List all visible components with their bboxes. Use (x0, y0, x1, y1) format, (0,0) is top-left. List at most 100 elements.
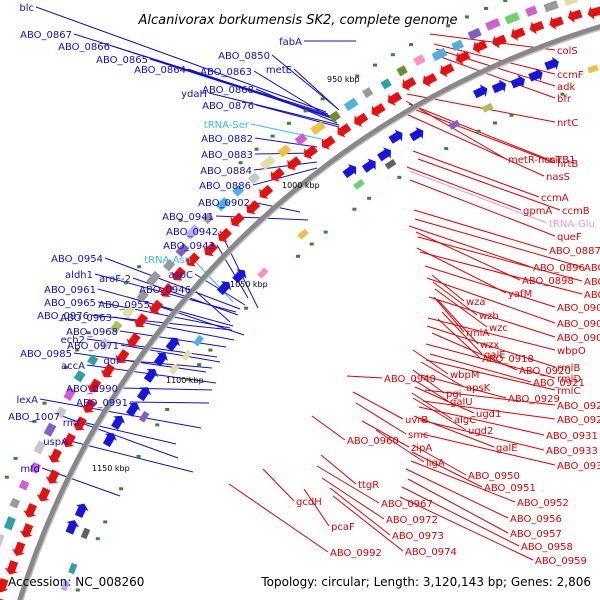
genome-backbone (17, 24, 600, 600)
gene-label-right: ABO_0956 (510, 514, 562, 525)
leader-line (429, 353, 532, 383)
feature-dot (98, 314, 103, 318)
leader-line (427, 317, 556, 351)
feature-dot (186, 377, 191, 381)
leader-line (361, 420, 410, 448)
gene-label-left: aspC (168, 270, 193, 281)
gene-label-left: tRNA-Ser (204, 120, 250, 131)
leader-line (346, 375, 383, 379)
gene-label-left: aldh1 (65, 270, 93, 281)
feature-block (384, 159, 397, 170)
gene-label-right: uvrB (405, 415, 428, 426)
gene-label-right: ABO_0972 (386, 515, 438, 526)
feature-block-rect (98, 337, 111, 351)
gene-label-left: ABO_0976 (37, 311, 89, 322)
gene-label-left: ABO_0990 (66, 384, 118, 395)
gene-label-right: ABO_0974 (405, 547, 457, 558)
gene-label-left: metE (266, 65, 292, 76)
feature-dot (444, 147, 449, 151)
gene-label-right: ABO_0896 (533, 263, 585, 274)
feature-dot (103, 520, 108, 524)
feature-block-rect (168, 363, 180, 375)
feature-block-rect (29, 461, 41, 474)
reverse-arrow (510, 27, 526, 42)
gene-label-right: ABO_0992 (330, 548, 382, 559)
feature-block-rect (162, 259, 176, 272)
leader-line (228, 483, 329, 553)
leader-line (311, 415, 346, 441)
reverse-arrow (100, 363, 116, 378)
gene-label-right: ABO_0939 (557, 461, 600, 472)
gene-label-left: ABO_0863 (200, 67, 252, 78)
leader-line (420, 374, 507, 399)
feature-block (146, 270, 161, 287)
gene-label-right: ABO_0901 (557, 319, 600, 330)
gene-label-right: wzb (479, 311, 499, 322)
gene-label-right: rmlA (466, 328, 489, 339)
gene-label-left: tRNA-Asn (144, 255, 191, 266)
leader-line (113, 316, 235, 341)
feature-block-rect (0, 532, 5, 549)
reverse-arrow (133, 313, 149, 328)
feature-block (121, 303, 136, 319)
gene-label-right: rmlD (557, 374, 581, 385)
gene-label-right: nirB1 (549, 155, 575, 166)
reverse-arrow (387, 91, 403, 106)
forward-arrow (491, 79, 507, 94)
feature-block (380, 78, 392, 90)
gene-label-right: ABO_0900 (557, 303, 600, 314)
feature-block (87, 354, 99, 366)
forward-arrow-shape (377, 147, 391, 162)
gene-label-left: ABO_0864 (134, 65, 186, 76)
reverse-arrow-shape (72, 416, 87, 431)
leader-line (419, 419, 545, 451)
gene-label-right: ABO_0898 (522, 276, 574, 287)
feature-block (277, 144, 292, 158)
forward-arrow-shape (216, 281, 232, 296)
gene-label-right: ABO_0951 (484, 483, 536, 494)
forward-arrow-shape (342, 163, 357, 179)
leader-line (419, 251, 583, 295)
forward-arrow (111, 415, 126, 430)
leader-line (437, 318, 481, 359)
forward-arrow (361, 158, 376, 173)
reverse-arrow (455, 50, 471, 65)
gene-label-right: galE (484, 350, 506, 361)
feature-block-rect (310, 120, 326, 136)
feature-block-rect (525, 5, 538, 17)
reverse-arrow-shape (492, 34, 507, 49)
forward-arrow (74, 503, 89, 519)
gene-label-right: ABO_0897 (584, 290, 600, 301)
leader-line (69, 440, 194, 473)
gene-label-left: mfd (20, 464, 40, 475)
feature-dot (75, 348, 80, 352)
feature-dot (390, 53, 395, 57)
feature-block-rect (485, 18, 501, 31)
leader-line (399, 496, 534, 561)
leader-line (424, 389, 556, 406)
reverse-arrow (203, 242, 218, 257)
feature-block-rect (448, 119, 461, 130)
forward-arrow (528, 67, 543, 82)
leader-line (254, 137, 318, 148)
reverse-arrow (72, 416, 87, 431)
scale-label: 1050 kbp (230, 280, 268, 289)
leader-line (219, 230, 259, 309)
gene-label-right: pcaF (331, 522, 355, 533)
feature-dot (178, 218, 183, 222)
feature-dot (13, 456, 18, 460)
gene-label-right: ccmB (562, 206, 590, 217)
feature-block (247, 172, 261, 185)
reverse-arrow-shape (473, 40, 488, 54)
leader-line (97, 301, 231, 329)
gene-label-right: ABO_0893 (584, 277, 600, 288)
gene-label-left: rmf (63, 418, 81, 429)
feature-block (413, 54, 426, 66)
leader-line (412, 444, 467, 476)
reverse-arrow (19, 523, 34, 538)
gene-label-left: ABO_0985 (20, 349, 72, 360)
leader-line (39, 398, 202, 429)
feature-dot (323, 230, 328, 234)
leader-line (434, 288, 488, 328)
feature-dot (465, 15, 469, 19)
